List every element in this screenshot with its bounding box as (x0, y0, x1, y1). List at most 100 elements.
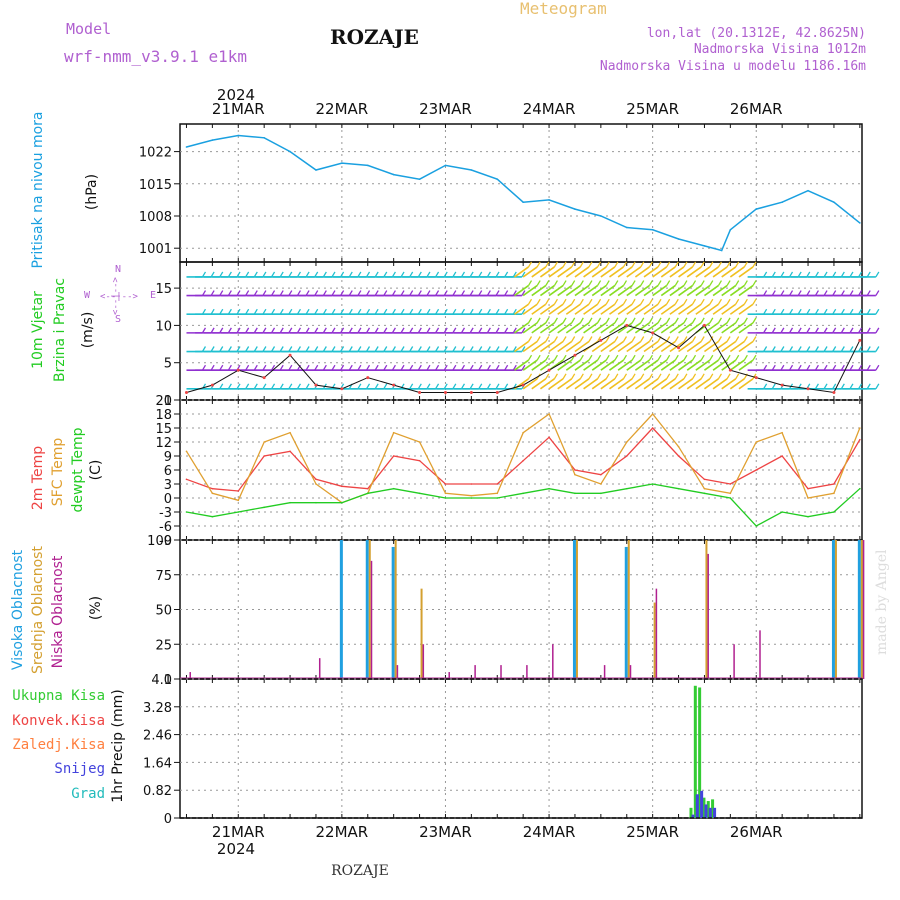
wind-barb-flag (469, 271, 474, 278)
wind-barb-flag (726, 317, 731, 324)
wind-barb-flag (236, 308, 241, 315)
wind-barb (634, 303, 650, 315)
wind-barb-flag (726, 373, 731, 380)
wind-barb (583, 359, 599, 371)
wind-barb-flag (640, 336, 645, 342)
wind-barb-flag (763, 290, 768, 296)
wind-barb-flag (340, 271, 345, 278)
wind-barb-flag (452, 290, 457, 296)
wind-barb-flag (201, 346, 207, 352)
wind-barb-flag (486, 346, 491, 352)
wind-barb-flag (726, 298, 731, 305)
pressure-point (651, 229, 654, 231)
precip-bar (708, 807, 712, 818)
temp-point (677, 455, 680, 457)
wind-barb-flag (691, 280, 697, 286)
wind-barb-flag (400, 327, 405, 334)
pressure-point (185, 146, 188, 148)
wind-barb-flag (365, 327, 371, 334)
wind-barb-flag (674, 280, 679, 286)
pressure-point (781, 201, 783, 203)
wind-barb-flag (631, 373, 636, 380)
y-tick-label: 0 (164, 673, 172, 688)
wind-barb-flag (814, 327, 819, 334)
wind-speed-point (625, 323, 629, 327)
wind-barb-flag (521, 364, 526, 371)
wind-barb-flag (597, 336, 602, 342)
wind-barb-flag (866, 364, 871, 371)
wind-barb (678, 378, 694, 390)
wind-barb-flag (545, 298, 550, 305)
wind-barb-flag (780, 364, 785, 371)
wind-barb (539, 378, 555, 390)
wind-barb-flag (674, 373, 679, 380)
wind-barb-flag (622, 317, 628, 324)
wind-speed-point (443, 391, 447, 395)
temp-point (859, 438, 861, 441)
wind-barb (617, 266, 633, 278)
wind-barb-flag (236, 271, 241, 278)
wind-speed-point (806, 387, 810, 391)
temp-line-1 (185, 412, 861, 504)
pressure-point (677, 238, 680, 240)
wind-barb-flag (296, 327, 301, 334)
wind-barb-flag (365, 346, 371, 352)
wind-barb-flag (279, 364, 284, 371)
wind-barb-flag (331, 290, 336, 296)
wind-barb-flag (648, 317, 653, 324)
wind-barb (643, 303, 659, 315)
wind-speed-point (754, 376, 758, 380)
wind-barb-flag (579, 298, 584, 305)
wind-barb (600, 266, 616, 278)
wind-barb-flag (657, 317, 662, 324)
wind-barb-flag (832, 364, 837, 371)
wind-barb (565, 322, 581, 334)
wind-barb-flag (305, 346, 310, 352)
wind-barb-flag (435, 271, 440, 278)
wind-barb-flag (409, 346, 414, 352)
wind-barb-flag (797, 271, 802, 278)
wind-barb-flag (875, 383, 880, 390)
wind-barb (591, 284, 607, 297)
wind-barb-flag (709, 336, 714, 342)
wind-speed-point (210, 383, 214, 387)
panel-frame (179, 261, 863, 401)
compass-arrow-ew: <--|--> (111, 276, 121, 315)
wind-barb (712, 340, 728, 353)
wind-barb-flag (391, 346, 396, 352)
wind-barb-flag (866, 308, 871, 315)
wind-barb-flag (357, 308, 362, 315)
wind-barb (609, 284, 624, 297)
wind-barb (583, 322, 599, 334)
wind-barb-flag (709, 317, 714, 324)
cloud-bar (857, 540, 861, 679)
wind-barb-flag (683, 298, 688, 305)
wind-barb (660, 359, 676, 371)
wind-barb-flag (400, 383, 405, 390)
temp-point (366, 492, 369, 495)
top-day-labels: 21MAR 22MAR 23MAR 24MAR 25MAR 26MAR (212, 100, 783, 118)
wind-barb (548, 322, 564, 334)
wind-barb-flag (365, 308, 371, 315)
cloud-unit: (%) (88, 596, 104, 620)
wind-barb-flag (417, 271, 422, 278)
cloud-bar (318, 658, 321, 679)
wind-barb-flag (763, 383, 768, 390)
wind-barb-flag (391, 327, 396, 334)
wind-barb-flag (227, 271, 232, 278)
wind-barb-flag (536, 298, 541, 305)
wind-barb-flag (691, 373, 697, 380)
wind-barb-flag (357, 271, 362, 278)
bottom-day-label: 25MAR (626, 823, 679, 841)
cloud-bar (365, 540, 369, 679)
wind-barb-flag (495, 383, 500, 390)
wind-barb-flag (631, 261, 636, 268)
wind-barb (686, 378, 702, 390)
wind-barb (729, 378, 745, 390)
wind-barb-flag (849, 383, 854, 390)
wind-barb-flag (657, 354, 662, 361)
precip-bar (706, 801, 710, 818)
wind-barb-flag (383, 290, 388, 296)
wind-barb (574, 359, 590, 371)
cloud-bar (575, 540, 578, 679)
